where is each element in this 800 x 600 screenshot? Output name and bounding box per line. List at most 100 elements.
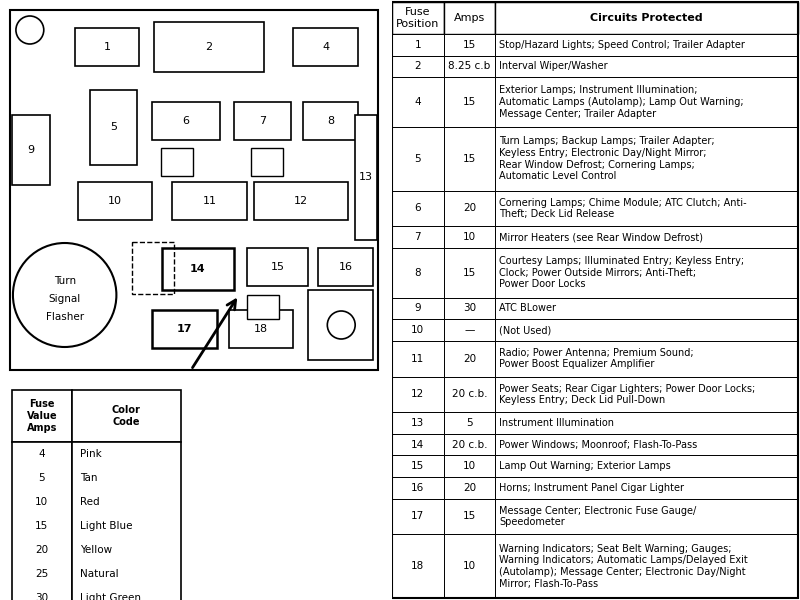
Text: 13: 13 <box>411 418 425 428</box>
Text: 15: 15 <box>463 97 476 107</box>
Bar <box>495 34 798 56</box>
Text: 10: 10 <box>463 461 476 471</box>
Bar <box>172 182 246 220</box>
Text: Red: Red <box>79 497 99 507</box>
Text: Interval Wiper/Washer: Interval Wiper/Washer <box>499 61 608 71</box>
Text: Turn Lamps; Backup Lamps; Trailer Adapter;
Keyless Entry; Electronic Day/Night M: Turn Lamps; Backup Lamps; Trailer Adapte… <box>499 136 715 181</box>
Bar <box>444 499 495 534</box>
Bar <box>355 115 377 240</box>
Bar <box>162 248 234 290</box>
Bar <box>392 226 444 248</box>
Bar <box>72 442 181 600</box>
Text: 17: 17 <box>411 511 425 521</box>
Bar <box>392 477 444 499</box>
Bar <box>318 248 373 286</box>
Text: 16: 16 <box>411 483 425 493</box>
Text: Horns; Instrument Panel Cigar Lighter: Horns; Instrument Panel Cigar Lighter <box>499 483 685 493</box>
Text: 15: 15 <box>411 461 425 471</box>
Text: Tan: Tan <box>79 473 97 483</box>
Text: 7: 7 <box>414 232 421 242</box>
Bar <box>444 77 495 127</box>
Text: 7: 7 <box>259 116 266 126</box>
Bar <box>254 182 348 220</box>
Bar <box>444 341 495 377</box>
Text: (Not Used): (Not Used) <box>499 325 552 335</box>
Text: 10: 10 <box>35 497 48 507</box>
Bar <box>12 390 72 442</box>
Text: 20: 20 <box>35 545 48 555</box>
Bar <box>392 34 444 56</box>
Bar <box>74 28 139 66</box>
Text: Fuse
Value
Amps: Fuse Value Amps <box>26 400 57 433</box>
Text: Flasher: Flasher <box>46 312 84 322</box>
Text: Warning Indicators; Seat Belt Warning; Gauges;
Warning Indicators; Automatic Lam: Warning Indicators; Seat Belt Warning; G… <box>499 544 748 589</box>
Text: 18: 18 <box>411 561 425 571</box>
Text: 5: 5 <box>110 122 117 133</box>
Circle shape <box>13 243 117 347</box>
Bar <box>392 298 444 319</box>
Text: 2: 2 <box>206 42 213 52</box>
Text: 8.25 c.b: 8.25 c.b <box>449 61 490 71</box>
Text: 10: 10 <box>108 196 122 206</box>
Text: Message Center; Electronic Fuse Gauge/
Speedometer: Message Center; Electronic Fuse Gauge/ S… <box>499 506 697 527</box>
Bar <box>392 248 444 298</box>
Bar <box>444 248 495 298</box>
Text: Exterior Lamps; Instrument Illumination;
Automatic Lamps (Autolamp); Lamp Out Wa: Exterior Lamps; Instrument Illumination;… <box>499 85 744 119</box>
Bar <box>495 191 798 226</box>
Bar <box>246 295 278 319</box>
Bar <box>495 477 798 499</box>
Bar <box>444 191 495 226</box>
Text: 12: 12 <box>294 196 308 206</box>
Text: 20 c.b.: 20 c.b. <box>452 389 487 400</box>
Bar <box>78 182 152 220</box>
Text: 15: 15 <box>35 521 49 531</box>
Bar <box>392 434 444 455</box>
Text: 15: 15 <box>270 262 285 272</box>
Bar <box>444 56 495 77</box>
Bar <box>12 115 50 185</box>
Bar <box>152 102 220 140</box>
Text: 18: 18 <box>254 324 268 334</box>
Text: 8: 8 <box>327 116 334 126</box>
Text: Power Seats; Rear Cigar Lighters; Power Door Locks;
Keyless Entry; Deck Lid Pull: Power Seats; Rear Cigar Lighters; Power … <box>499 383 756 405</box>
Bar <box>12 442 72 600</box>
Text: Radio; Power Antenna; Premium Sound;
Power Boost Equalizer Amplifier: Radio; Power Antenna; Premium Sound; Pow… <box>499 348 694 370</box>
Bar <box>495 377 798 412</box>
Text: 8: 8 <box>414 268 421 278</box>
Text: Circuits Protected: Circuits Protected <box>590 13 703 23</box>
Bar <box>154 22 264 72</box>
Bar <box>495 499 798 534</box>
Text: Fuse
Position: Fuse Position <box>396 7 439 29</box>
Text: 15: 15 <box>463 511 476 521</box>
Text: 9: 9 <box>27 145 34 155</box>
Bar <box>392 56 444 77</box>
Text: Color
Code: Color Code <box>112 405 141 427</box>
Text: 20: 20 <box>463 203 476 214</box>
Text: 12: 12 <box>411 389 425 400</box>
Bar <box>392 412 444 434</box>
Bar <box>495 298 798 319</box>
Bar <box>392 319 444 341</box>
Text: Pink: Pink <box>79 449 102 459</box>
Text: 6: 6 <box>182 116 190 126</box>
Text: 20: 20 <box>463 483 476 493</box>
Text: 10: 10 <box>411 325 425 335</box>
Text: 16: 16 <box>338 262 353 272</box>
Text: 6: 6 <box>414 203 421 214</box>
Bar <box>392 341 444 377</box>
Text: Natural: Natural <box>79 569 118 579</box>
Circle shape <box>327 311 355 339</box>
Bar <box>234 102 291 140</box>
Text: Turn: Turn <box>54 276 76 286</box>
Bar <box>495 455 798 477</box>
Bar <box>246 248 309 286</box>
Bar <box>495 56 798 77</box>
Text: 11: 11 <box>202 196 217 206</box>
Bar <box>495 2 798 34</box>
Bar <box>132 242 174 294</box>
Bar <box>444 226 495 248</box>
Text: 1: 1 <box>414 40 421 50</box>
Text: 17: 17 <box>177 324 192 334</box>
Text: —: — <box>465 325 475 335</box>
Text: 30: 30 <box>463 304 476 313</box>
